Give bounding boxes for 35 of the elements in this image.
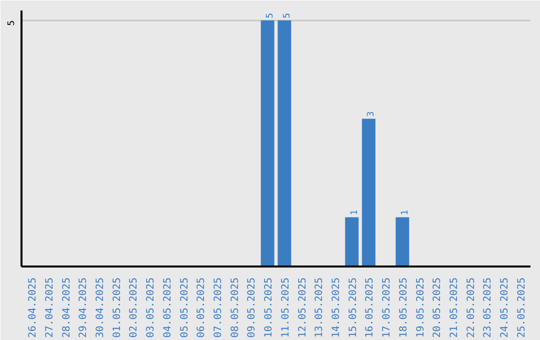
x-tick-label: 13.05.2025	[314, 277, 326, 338]
x-tick-label: 09.05.2025	[246, 277, 258, 338]
x-tick-label: 07.05.2025	[213, 277, 224, 338]
x-tick-label: 21.05.2025	[448, 277, 460, 338]
x-tick-label: 18.05.2025	[398, 277, 410, 338]
x-tick-label: 06.05.2025	[196, 277, 208, 338]
x-tick-label: 15.05.2025	[348, 277, 359, 338]
x-tick-label: 30.04.2025	[95, 277, 106, 338]
x-tick-label: 26.04.2025	[28, 277, 39, 338]
x-tick-label: 08.05.2025	[230, 277, 241, 338]
x-tick-label: 11.05.2025	[280, 277, 292, 338]
data-label: 5	[266, 12, 276, 18]
x-tick-label: 05.05.2025	[179, 277, 190, 338]
data-label: 3	[366, 111, 377, 117]
x-tick-label: 27.04.2025	[44, 277, 56, 338]
x-tick-label: 04.05.2025	[162, 277, 174, 338]
data-label: 1	[350, 210, 360, 216]
x-tick-label: 22.05.2025	[466, 277, 477, 338]
x-tick-label: 01.05.2025	[112, 277, 123, 338]
x-tick-label: 03.05.2025	[146, 277, 157, 338]
x-tick-label: 24.05.2025	[500, 277, 511, 338]
x-tick-label: 28.04.2025	[61, 277, 72, 338]
x-tick-label: 23.05.2025	[482, 277, 494, 338]
x-tick-label: 16.05.2025	[364, 277, 376, 338]
x-tick-label: 17.05.2025	[382, 277, 393, 338]
x-tick-label: 29.04.2025	[78, 277, 90, 338]
x-tick-label: 20.05.2025	[432, 277, 444, 338]
x-tick-label: 12.05.2025	[297, 277, 308, 338]
x-tick-label: 14.05.2025	[330, 277, 342, 338]
x-tick-label: 19.05.2025	[415, 277, 426, 338]
x-tick-label: 10.05.2025	[264, 277, 275, 338]
x-tick-label: 25.05.2025	[516, 277, 528, 338]
x-tick-label: 02.05.2025	[128, 277, 140, 338]
data-label: 5	[282, 12, 292, 18]
data-label: 1	[400, 210, 410, 216]
